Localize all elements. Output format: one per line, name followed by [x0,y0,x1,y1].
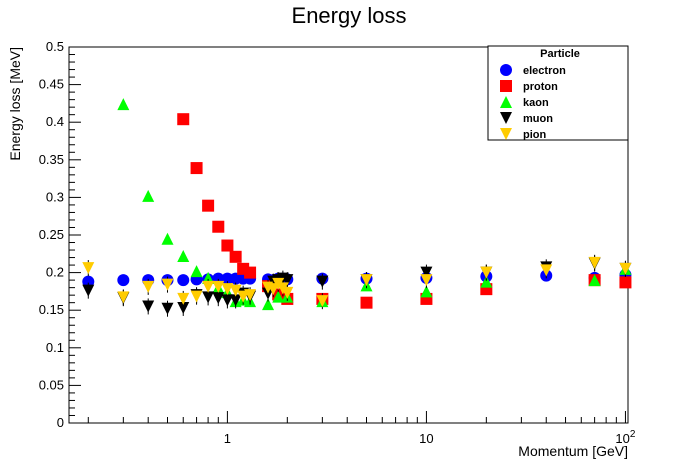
proton-point [177,113,190,126]
data-points [82,98,632,317]
pion-point [142,280,155,293]
pion-point [360,274,373,287]
electron-point [221,272,234,285]
legend-marker-pion [500,128,512,140]
legend-label-kaon: kaon [523,97,549,109]
y-tick-label: 0.05 [39,377,64,392]
pion-point [619,262,632,275]
pion-point [281,286,294,299]
kaon-point [117,98,130,111]
pion-point [316,295,329,308]
kaon-point [272,290,285,303]
legend-label-pion: pion [523,129,546,141]
y-tick-label: 0 [57,415,64,430]
legend-marker-muon [500,112,512,124]
kaon-point [480,275,493,288]
kaon-point [420,285,433,298]
x-tick-label-exponent: 2 [630,429,636,440]
legend-marker-proton [500,80,512,92]
proton-point [619,276,632,289]
legend-box [487,45,629,141]
pion-point [82,262,95,275]
muon-point [142,300,155,313]
kaon-point [202,271,215,284]
y-tick-label: 0.35 [39,152,64,167]
legend-marker-kaon [500,96,512,108]
pion-point [420,274,433,287]
muon-point [177,301,190,314]
muon-point [229,294,242,307]
x-axis-title: Momentum [GeV] [518,443,628,459]
muon-point [316,275,329,288]
y-tick-label: 0.25 [39,227,64,242]
kaon-point [588,274,601,287]
electron-point [117,274,130,287]
kaon-point [190,265,203,278]
pion-point [190,290,203,303]
y-axis-title: Energy loss [MeV] [7,47,23,161]
legend-label-proton: proton [523,81,558,93]
kaon-point [177,250,190,263]
legend-items: electron proton kaon muon pion [500,64,566,141]
y-tick-label: 0.4 [46,114,64,129]
pion-point [267,283,280,296]
electron-point [177,274,190,287]
proton-point [360,296,373,309]
pion-point [212,280,225,293]
y-tick-label: 0.15 [39,302,64,317]
x-tick-label: 10 [419,431,433,446]
y-tick-label: 0.1 [46,340,64,355]
y-tick-label: 0.5 [46,39,64,54]
muon-point [82,284,95,297]
electron-point [82,275,95,288]
pion-point [540,264,553,277]
legend-label-muon: muon [523,113,553,125]
kaon-point [142,189,155,202]
proton-point [190,162,203,175]
legend: Particle electron proton kaon muon pion [487,45,629,141]
pion-point [161,278,174,291]
legend-marker-electron [500,64,512,76]
kaon-point [262,298,275,311]
proton-point [212,220,225,233]
pion-point [202,280,215,293]
x-tick-label-base: 10 [615,431,629,446]
legend-title: Particle [540,48,580,60]
proton-point [229,250,242,263]
proton-point [244,266,257,279]
pion-point [588,256,601,269]
muon-point [281,274,294,287]
x-tick-label-base: 1 [224,431,231,446]
kaon-point [161,232,174,245]
muon-point [161,302,174,315]
axes: 00.050.10.150.20.250.30.350.40.450.51 10 1… [39,39,636,446]
series-pion [82,254,632,310]
pion-point [244,289,257,302]
muon-point [202,291,215,304]
chart-title: Energy loss [292,3,407,28]
muon-point [221,294,234,307]
proton-point [202,199,215,212]
muon-point [212,292,225,305]
pion-point [237,290,250,303]
y-tick-label: 0.45 [39,77,64,92]
pion-point [229,284,242,297]
pion-point [480,266,493,279]
proton-point [221,239,234,252]
x-tick-label: 1 [224,431,231,446]
pion-point [117,291,130,304]
x-tick-label-base: 10 [419,431,433,446]
y-tick-label: 0.2 [46,265,64,280]
y-tick-label: 0.3 [46,189,64,204]
x-tick-label: 102 [615,429,635,446]
legend-label-electron: electron [523,65,566,77]
pion-point [177,292,190,305]
